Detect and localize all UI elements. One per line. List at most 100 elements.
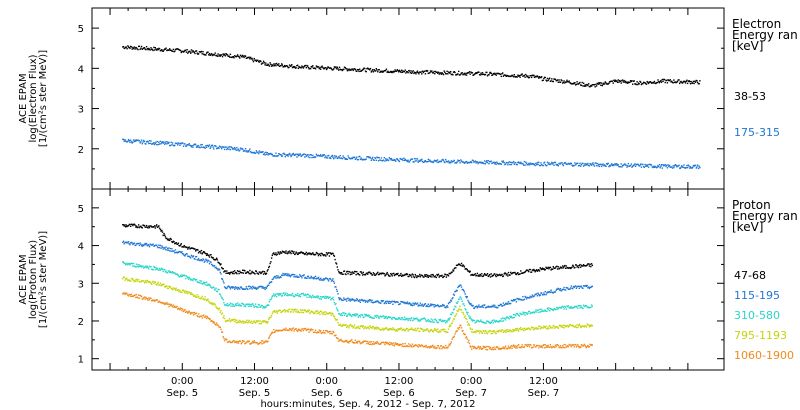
data-point [198,282,201,284]
data-point [360,70,362,72]
data-point [126,241,128,243]
data-point [312,277,314,279]
data-point [416,318,419,321]
data-point [260,322,263,324]
data-point [609,80,611,83]
data-point [277,64,279,67]
data-point [523,74,526,77]
data-point [545,266,547,268]
data-point [524,295,526,298]
data-point [446,346,448,349]
data-point [692,82,694,84]
data-point [298,276,300,278]
data-point [489,276,492,278]
data-point [482,306,484,308]
data-point [405,317,407,320]
data-point [364,299,366,302]
data-point [185,145,188,147]
data-point [456,161,458,163]
data-point [494,73,497,75]
data-point [347,155,349,157]
data-point [493,306,495,308]
data-point [661,167,663,169]
data-point [289,154,292,156]
data-point [217,146,219,149]
data-point [205,315,207,317]
data-point [140,265,142,267]
data-point [190,292,193,294]
data-point [214,145,216,147]
data-point [472,345,474,348]
data-point [400,69,403,71]
data-point [195,250,197,252]
data-point [446,70,448,72]
data-point [168,141,170,144]
data-point [214,259,216,261]
data-point [522,272,524,274]
data-point [356,273,359,275]
data-point [286,273,289,275]
data-point [699,80,701,82]
data-point [253,340,255,342]
data-point [156,143,158,146]
data-point [325,155,327,157]
data-point [334,335,336,337]
data-point [338,298,341,301]
data-point [459,305,461,307]
data-point [404,158,406,160]
data-point [248,319,250,322]
data-point [420,344,422,347]
data-point [403,318,405,321]
data-point [152,269,154,271]
data-point [588,83,590,85]
data-point [586,164,588,166]
data-point [381,341,383,344]
data-point [204,281,206,284]
data-point [338,324,341,326]
data-point [392,273,394,275]
data-point [494,273,496,275]
series-38-53 [122,45,701,88]
data-point [472,74,474,76]
data-point [199,297,201,299]
data-point [500,303,502,306]
data-point [449,317,451,319]
data-point [336,266,338,268]
data-point [281,155,284,157]
data-point [122,240,125,242]
data-point [308,252,310,254]
data-point [337,68,339,70]
data-point [304,293,307,295]
data-point [521,313,523,316]
data-point [622,81,624,83]
data-point [557,307,559,309]
data-point [577,325,580,327]
data-point [527,163,529,166]
data-point [223,286,226,288]
data-point [252,342,255,344]
data-point [502,275,505,277]
data-point [278,277,281,279]
data-point [152,49,154,52]
data-point [149,281,151,284]
data-point [401,71,403,73]
data-point [418,319,420,321]
data-point [470,71,472,73]
data-point [569,307,572,309]
data-point [472,304,474,307]
data-point [164,234,166,236]
data-point [231,305,234,307]
data-point [267,63,269,65]
series-1060-1900 [122,292,593,351]
data-point [640,166,643,168]
data-point [149,142,151,145]
data-point [165,285,167,287]
data-point [389,328,391,331]
data-point [392,316,394,319]
data-point [156,283,159,285]
data-point [428,305,430,308]
data-point [411,304,414,307]
data-point [421,73,423,75]
data-point [434,304,436,306]
data-point [481,273,483,275]
